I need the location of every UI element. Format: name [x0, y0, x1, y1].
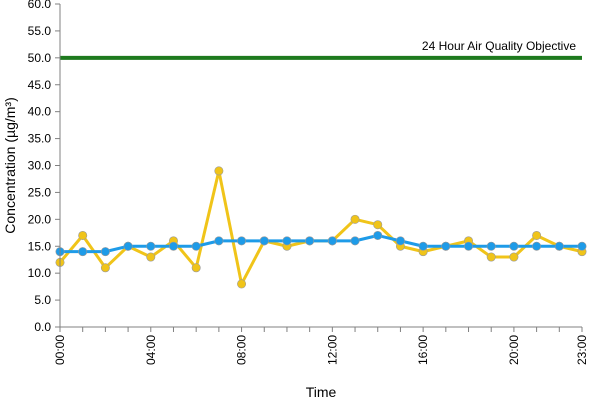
data-point [350, 214, 360, 224]
series-line [60, 233, 582, 254]
data-point [191, 263, 201, 273]
data-point [214, 166, 224, 176]
data-point [532, 230, 542, 240]
y-tick-label: 25.0 [28, 185, 52, 199]
data-point [146, 252, 156, 262]
reference-line-label: 24 Hour Air Quality Objective [422, 39, 576, 53]
data-point [486, 252, 496, 262]
x-tick-label: 16:00 [416, 335, 430, 365]
y-tick-label: 5.0 [34, 293, 51, 307]
series-group [55, 166, 587, 289]
y-tick-label: 10.0 [28, 266, 52, 280]
data-point [577, 241, 587, 251]
series-0 [55, 166, 587, 289]
data-point [327, 236, 337, 246]
y-tick-label: 15.0 [28, 239, 52, 253]
x-tick-label: 08:00 [235, 335, 249, 365]
x-tick-label: 23:00 [575, 335, 589, 365]
data-point [509, 252, 519, 262]
series-line [58, 169, 583, 286]
y-tick-label: 35.0 [28, 132, 52, 146]
data-point [418, 241, 428, 251]
y-axis-ticks: 0.0 5.0 10.0 15.0 20.0 25.0 30.0 35.0 40.0 45.0 50… [28, 0, 60, 334]
x-tick-label: 00:00 [53, 335, 67, 365]
y-tick-label: 30.0 [28, 159, 52, 173]
data-point [146, 241, 156, 251]
data-point [441, 241, 451, 251]
data-point [214, 236, 224, 246]
data-point [100, 263, 110, 273]
data-point [486, 241, 496, 251]
data-point [259, 236, 269, 246]
data-point [123, 241, 133, 251]
y-tick-label: 40.0 [28, 105, 52, 119]
x-axis-ticks: 00:00 04:00 08:00 12:00 16:00 20:00 23:00 [53, 327, 589, 365]
y-tick-label: 55.0 [28, 24, 52, 38]
data-point [532, 241, 542, 251]
data-point [554, 241, 564, 251]
x-axis-title: Time [306, 384, 337, 400]
x-tick-label: 04:00 [144, 335, 158, 365]
data-point [464, 241, 474, 251]
x-tick-label: 12:00 [325, 335, 339, 365]
y-tick-label: 20.0 [28, 212, 52, 226]
data-point [395, 236, 405, 246]
data-point [191, 241, 201, 251]
data-point [168, 241, 178, 251]
data-point [237, 236, 247, 246]
data-point [373, 220, 383, 230]
y-axis-title: Concentration (µg/m³) [2, 97, 18, 233]
y-tick-label: 45.0 [28, 78, 52, 92]
data-point [78, 247, 88, 257]
data-point [100, 247, 110, 257]
y-tick-label: 60.0 [28, 0, 52, 11]
y-tick-label: 0.0 [34, 320, 51, 334]
x-tick-label: 20:00 [507, 335, 521, 365]
data-point [509, 241, 519, 251]
y-tick-label: 50.0 [28, 51, 52, 65]
series-1 [55, 230, 587, 257]
data-point [305, 236, 315, 246]
data-point [78, 230, 88, 240]
data-point [350, 236, 360, 246]
data-point [282, 236, 292, 246]
data-point [373, 230, 383, 240]
data-point [237, 279, 247, 289]
